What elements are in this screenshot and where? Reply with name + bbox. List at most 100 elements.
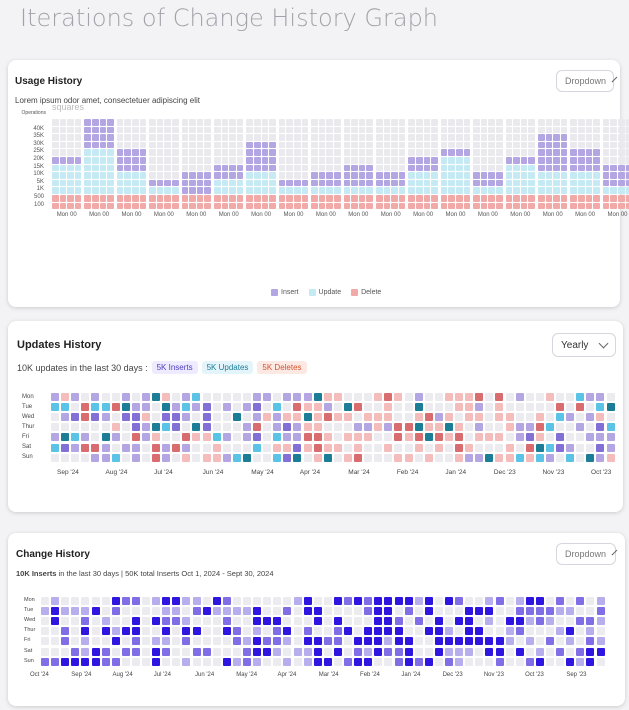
- update-cell: [59, 179, 67, 187]
- empty-cell: [416, 119, 423, 126]
- heat-cell: [202, 607, 211, 616]
- empty-cell: [278, 172, 286, 179]
- insert-cell: [156, 179, 164, 187]
- insert-cell: [488, 179, 495, 187]
- y-tick-label: 40K: [33, 125, 44, 132]
- heat-cell: [515, 443, 524, 452]
- update-cell: [408, 172, 415, 179]
- heat-cell: [91, 443, 100, 452]
- heat-cell: [111, 647, 120, 656]
- heat-cell: [374, 617, 383, 626]
- heat-cell: [556, 597, 565, 605]
- heat-cell: [131, 413, 140, 422]
- update-cell: [229, 179, 236, 187]
- delete-cell: [124, 195, 131, 202]
- heat-cell: [535, 443, 544, 452]
- heat-cell: [232, 413, 241, 422]
- update-cell: [448, 164, 455, 172]
- heat-cell: [273, 403, 282, 412]
- heat-cell: [263, 423, 272, 432]
- empty-cell: [278, 149, 286, 156]
- heat-cell: [515, 597, 524, 605]
- heat-cell: [384, 443, 393, 452]
- heat-cell: [273, 607, 282, 616]
- heat-cell: [152, 423, 160, 432]
- heat-cell: [253, 627, 262, 636]
- heat-cell: [475, 647, 484, 656]
- heat-cell: [61, 433, 70, 442]
- heat-cell: [101, 433, 110, 442]
- heat-cell: [61, 647, 70, 656]
- update-cell: [431, 172, 438, 179]
- heat-cell: [546, 597, 554, 605]
- delete-cell: [74, 195, 82, 202]
- day-label: Fri: [24, 637, 31, 644]
- delete-cell: [505, 195, 513, 202]
- update-cell: [254, 179, 261, 187]
- delete-cell: [278, 202, 286, 210]
- heat-cell: [374, 607, 383, 616]
- delete-cell: [116, 195, 124, 202]
- heat-cell: [374, 647, 383, 656]
- heat-cell: [384, 433, 393, 442]
- x-tick-label: Mon 00: [477, 212, 498, 219]
- delete-cell: [408, 195, 415, 202]
- empty-cell: [585, 134, 593, 141]
- empty-cell: [383, 141, 391, 149]
- delete-cell: [334, 202, 341, 210]
- update-cell: [431, 179, 438, 187]
- usage-dropdown[interactable]: Dropdown: [556, 70, 618, 92]
- insert-cell: [625, 172, 629, 179]
- heat-cell: [394, 413, 403, 422]
- empty-cell: [520, 119, 528, 126]
- delete-cell: [520, 195, 528, 202]
- update-cell: [398, 187, 406, 194]
- heat-cell: [485, 627, 494, 636]
- empty-cell: [610, 141, 617, 149]
- delete-cell: [496, 195, 503, 202]
- empty-cell: [172, 119, 179, 126]
- updates-dropdown[interactable]: Yearly: [552, 333, 616, 357]
- heat-cell: [121, 637, 130, 646]
- heat-cell: [293, 617, 302, 626]
- insert-cell: [416, 157, 423, 164]
- change-dropdown[interactable]: Dropdown: [556, 543, 618, 565]
- heat-cell: [121, 617, 130, 626]
- x-tick-label: Mon 00: [89, 212, 110, 219]
- insert-cell: [214, 172, 221, 179]
- heat-cell: [394, 597, 403, 605]
- heat-cell: [101, 647, 110, 656]
- heat-cell: [212, 393, 221, 401]
- delete-cell: [570, 195, 577, 202]
- x-tick-label: Mon 00: [607, 212, 628, 219]
- heat-cell: [202, 597, 211, 605]
- heat-cell: [515, 403, 524, 412]
- heat-cell: [424, 647, 433, 656]
- empty-cell: [204, 134, 211, 141]
- heat-cell: [141, 413, 150, 422]
- heat-cell: [222, 403, 231, 412]
- heat-cell: [192, 627, 201, 636]
- heat-cell: [131, 637, 140, 646]
- update-cell: [107, 157, 114, 164]
- empty-cell: [376, 126, 383, 134]
- delete-cell: [139, 202, 147, 210]
- empty-cell: [286, 119, 293, 126]
- heat-cell: [293, 403, 302, 412]
- update-cell: [560, 179, 568, 187]
- heat-cell: [354, 657, 363, 666]
- insert-cell: [560, 141, 568, 149]
- empty-cell: [391, 134, 398, 141]
- delete-cell: [124, 202, 131, 210]
- insert-cell: [496, 179, 503, 187]
- heat-cell: [535, 453, 544, 462]
- empty-cell: [625, 149, 629, 156]
- month-label: Dec '23: [493, 468, 516, 476]
- update-cell: [269, 187, 276, 194]
- heat-cell: [202, 617, 211, 626]
- delete-cell: [610, 202, 617, 210]
- insert-cell: [107, 134, 114, 141]
- delete-cell: [343, 202, 351, 210]
- delete-cell: [92, 195, 99, 202]
- delete-cell: [366, 195, 373, 202]
